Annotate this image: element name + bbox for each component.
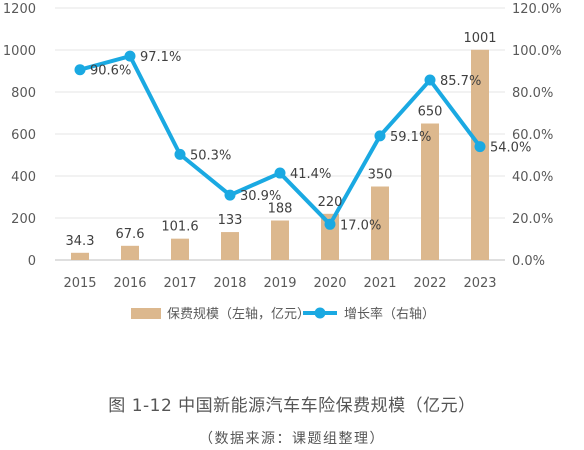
right-tick-label: 100.0% [512,44,562,59]
line-point [474,141,486,153]
right-axis: 0.0% 20.0% 40.0% 60.0% 80.0% 100.0% 120.0% [512,2,562,269]
bar-value-label: 101.6 [161,220,198,235]
bar-value-label: 650 [418,105,443,120]
left-tick-label: 200 [11,212,36,227]
line-value-label: 97.1% [140,50,181,65]
legend: 保费规模（左轴，亿元） 增长率（右轴） [131,306,435,322]
right-tick-label: 40.0% [512,170,553,185]
x-tick-label: 2020 [313,276,346,291]
figure-caption: 图 1-12 中国新能源汽车车险保费规模（亿元） [108,396,476,416]
bar [271,220,289,260]
left-tick-label: 600 [11,128,36,143]
line-point [424,74,436,86]
legend-bar-swatch [131,308,161,319]
bar-value-label: 34.3 [66,234,95,249]
right-tick-label: 120.0% [512,2,562,17]
line-value-label: 90.6% [90,64,131,79]
x-tick-label: 2015 [63,276,96,291]
line-point [224,189,236,201]
right-tick-label: 60.0% [512,128,553,143]
left-axis: 0 200 400 600 800 1000 1200 [3,2,36,269]
legend-line-label: 增长率（右轴） [344,306,435,322]
bar [171,238,189,260]
line-point [124,50,136,62]
bar-value-label: 1001 [463,31,496,46]
x-tick-label: 2018 [213,276,246,291]
line-point [74,64,86,76]
chart: 0 200 400 600 800 1000 1200 0.0% 20.0% 40.0% 60.0… [3,2,562,322]
left-tick-label: 1200 [3,2,36,17]
left-tick-label: 800 [11,86,36,101]
left-tick-label: 400 [11,170,36,185]
bar [121,245,139,260]
legend-bar-label: 保费规模（左轴，亿元） [167,307,310,322]
line-value-label: 85.7% [440,74,481,89]
line-point [324,218,336,230]
line-point [374,130,386,142]
data-source-note: （数据来源：课题组整理） [199,431,385,447]
bar-value-label: 67.6 [116,227,145,242]
bar-labels: 34.3 67.6 101.6 133 188 220 350 650 1001 [66,31,497,249]
right-tick-label: 20.0% [512,212,553,227]
line-value-label: 30.9% [240,189,281,204]
legend-line-marker [314,307,326,319]
bar-series [71,49,489,260]
x-tick-label: 2022 [413,276,446,291]
left-tick-label: 1000 [3,44,36,59]
x-tick-label: 2021 [363,276,396,291]
x-axis: 2015 2016 2017 2018 2019 2020 2021 2022 2023 [63,276,496,291]
line-series [74,50,486,230]
bar-value-label: 220 [318,195,343,210]
right-tick-label: 80.0% [512,86,553,101]
line-point [174,148,186,160]
line-value-label: 54.0% [490,141,531,156]
bar-value-label: 133 [218,213,243,228]
left-tick-label: 0 [28,254,36,269]
line-value-label: 41.4% [290,167,331,182]
bar [71,252,89,260]
bar [471,49,489,260]
x-tick-label: 2016 [113,276,146,291]
right-tick-label: 0.0% [512,254,545,269]
bar [371,186,389,260]
line-point [274,167,286,179]
x-tick-label: 2017 [163,276,196,291]
line-labels: 90.6% 97.1% 50.3% 30.9% 41.4% 17.0% 59.1% 85.7%… [90,50,531,233]
bar [221,232,239,260]
line-value-label: 59.1% [390,130,431,145]
x-tick-label: 2019 [263,276,296,291]
bar-value-label: 350 [368,168,393,183]
bar-value-label: 188 [268,202,293,217]
x-tick-label: 2023 [463,276,496,291]
line-value-label: 17.0% [340,218,381,233]
line-value-label: 50.3% [190,148,231,163]
bar [421,123,439,260]
